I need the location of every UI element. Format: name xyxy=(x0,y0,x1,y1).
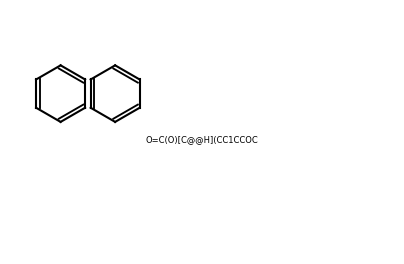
Text: O=C(O)[C@@H](CC1CCOC: O=C(O)[C@@H](CC1CCOC xyxy=(145,135,259,144)
